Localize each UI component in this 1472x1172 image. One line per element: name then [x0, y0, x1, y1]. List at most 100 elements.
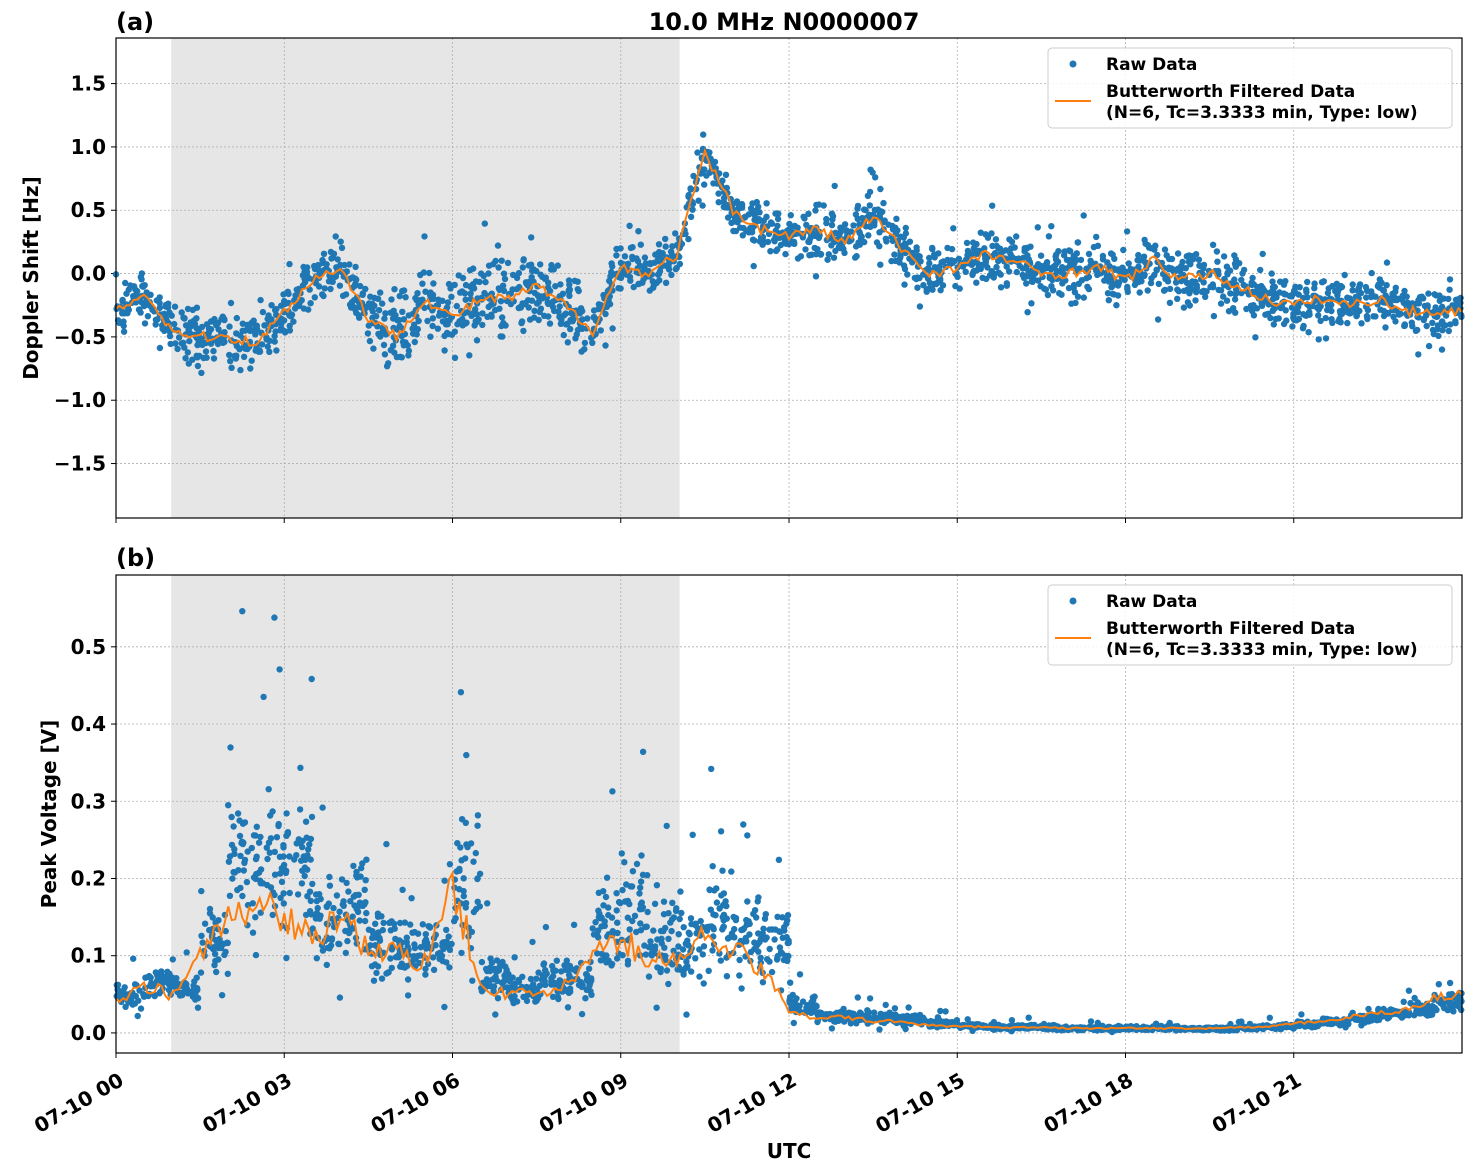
raw-data-point — [362, 899, 369, 906]
raw-data-point — [624, 961, 632, 968]
raw-data-point — [189, 306, 196, 314]
raw-data-point — [694, 149, 701, 156]
raw-data-point — [241, 859, 248, 866]
raw-data-point — [613, 252, 620, 259]
raw-data-point — [659, 250, 666, 257]
raw-data-point — [929, 244, 936, 252]
raw-data-point — [872, 1014, 879, 1022]
raw-data-point — [1198, 263, 1205, 270]
raw-data-point — [1270, 321, 1278, 328]
raw-data-point — [496, 305, 503, 312]
raw-data-point — [892, 257, 899, 265]
raw-data-point — [1074, 293, 1082, 300]
raw-data-point — [871, 222, 878, 229]
raw-data-point — [1392, 288, 1399, 295]
raw-data-point — [852, 243, 860, 250]
raw-data-point — [118, 998, 125, 1006]
raw-data-point — [1041, 285, 1048, 292]
raw-data-point — [1114, 292, 1122, 299]
raw-data-point — [411, 941, 418, 948]
raw-data-point — [877, 185, 884, 193]
raw-data-point — [437, 951, 444, 958]
raw-data-point — [1457, 294, 1464, 302]
raw-data-point — [783, 933, 790, 941]
legend-filtered-params: (N=6, Tc=3.3333 min, Type: low) — [1106, 103, 1418, 123]
raw-data-point — [229, 875, 236, 882]
raw-data-point — [1125, 260, 1132, 267]
raw-data-point — [815, 234, 822, 241]
raw-data-point — [732, 227, 740, 235]
raw-data-point — [305, 306, 312, 313]
raw-data-point — [381, 315, 388, 322]
raw-data-point — [637, 241, 644, 248]
raw-data-point — [1151, 271, 1158, 279]
raw-data-point — [583, 986, 590, 993]
raw-data-point — [156, 344, 164, 352]
raw-data-point — [1420, 315, 1428, 322]
raw-data-point — [259, 308, 267, 316]
raw-data-point — [485, 270, 492, 277]
raw-data-point — [441, 347, 448, 354]
raw-data-point — [515, 304, 522, 312]
raw-data-point — [456, 886, 463, 893]
raw-data-point — [731, 925, 738, 933]
raw-data-point — [303, 834, 310, 841]
raw-data-point — [1268, 288, 1275, 295]
raw-data-point — [119, 310, 126, 317]
raw-data-point — [537, 305, 545, 312]
raw-data-point — [595, 301, 603, 308]
raw-data-point — [619, 952, 626, 959]
raw-data-point — [848, 228, 855, 235]
y-axis-label-b: Peak Voltage [V] — [37, 720, 61, 909]
raw-data-point — [624, 914, 631, 921]
raw-data-point — [396, 919, 404, 927]
raw-data-point — [653, 1004, 660, 1011]
raw-data-point — [700, 131, 707, 138]
raw-data-point — [1200, 279, 1207, 286]
raw-data-point — [120, 328, 128, 335]
raw-data-point — [988, 230, 995, 237]
raw-data-point — [429, 954, 437, 961]
raw-data-point — [352, 891, 359, 899]
raw-data-point — [463, 309, 471, 316]
raw-data-point — [271, 614, 278, 621]
raw-data-point — [635, 280, 643, 287]
raw-data-point — [533, 975, 540, 982]
raw-data-point — [347, 304, 355, 311]
raw-data-point — [501, 275, 509, 283]
raw-data-point — [584, 315, 591, 322]
raw-data-point — [257, 833, 264, 841]
raw-data-point — [498, 257, 505, 264]
raw-data-point — [135, 306, 143, 313]
raw-data-point — [841, 249, 848, 257]
raw-data-point — [654, 271, 662, 278]
raw-data-point — [583, 971, 590, 978]
raw-data-point — [723, 973, 731, 980]
raw-data-point — [916, 303, 924, 310]
raw-data-point — [448, 940, 455, 948]
raw-data-point — [854, 994, 861, 1001]
raw-data-point — [531, 307, 538, 314]
y-tick-label: 1.0 — [71, 135, 106, 159]
raw-data-point — [257, 880, 264, 887]
raw-data-point — [774, 246, 781, 253]
raw-data-point — [1258, 302, 1266, 309]
raw-data-point — [665, 910, 672, 917]
raw-data-point — [143, 289, 150, 296]
raw-data-point — [234, 810, 242, 817]
raw-data-point — [1346, 295, 1354, 302]
raw-data-point — [144, 313, 152, 320]
x-tick-label: 07-10 18 — [1039, 1068, 1137, 1138]
legend: Raw Data Butterworth Filtered Data(N=6, T… — [1047, 584, 1453, 666]
raw-data-point — [488, 959, 496, 966]
raw-data-point — [654, 964, 661, 971]
raw-data-point — [253, 823, 260, 830]
raw-data-point — [557, 320, 565, 327]
raw-data-point — [905, 1004, 912, 1011]
raw-data-point — [1006, 236, 1013, 243]
raw-data-point — [647, 260, 654, 268]
raw-data-point — [306, 908, 314, 915]
raw-data-point — [368, 963, 376, 970]
raw-data-point — [1375, 1016, 1383, 1023]
raw-data-point — [266, 348, 273, 355]
